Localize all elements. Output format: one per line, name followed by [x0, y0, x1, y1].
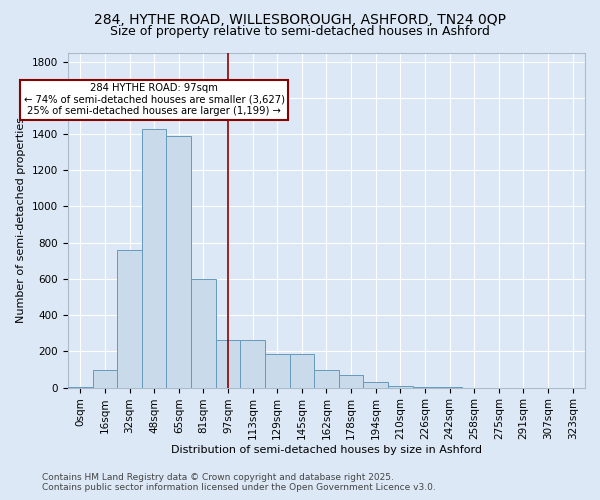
Bar — [68, 386, 92, 388]
Text: 284, HYTHE ROAD, WILLESBOROUGH, ASHFORD, TN24 0QP: 284, HYTHE ROAD, WILLESBOROUGH, ASHFORD,… — [94, 12, 506, 26]
Bar — [166, 136, 191, 388]
Bar — [142, 128, 166, 388]
Bar — [191, 279, 216, 388]
Text: 284 HYTHE ROAD: 97sqm
← 74% of semi-detached houses are smaller (3,627)
25% of s: 284 HYTHE ROAD: 97sqm ← 74% of semi-deta… — [23, 84, 284, 116]
Bar — [437, 386, 462, 388]
Bar — [290, 354, 314, 388]
Text: Contains HM Land Registry data © Crown copyright and database right 2025.
Contai: Contains HM Land Registry data © Crown c… — [42, 473, 436, 492]
Bar — [339, 375, 364, 388]
X-axis label: Distribution of semi-detached houses by size in Ashford: Distribution of semi-detached houses by … — [171, 445, 482, 455]
Bar — [388, 386, 413, 388]
Bar — [265, 354, 290, 388]
Bar — [92, 370, 117, 388]
Bar — [413, 386, 437, 388]
Bar — [314, 370, 339, 388]
Bar — [117, 250, 142, 388]
Bar — [364, 382, 388, 388]
Y-axis label: Number of semi-detached properties: Number of semi-detached properties — [16, 117, 26, 323]
Bar — [241, 340, 265, 388]
Bar — [216, 340, 241, 388]
Text: Size of property relative to semi-detached houses in Ashford: Size of property relative to semi-detach… — [110, 25, 490, 38]
